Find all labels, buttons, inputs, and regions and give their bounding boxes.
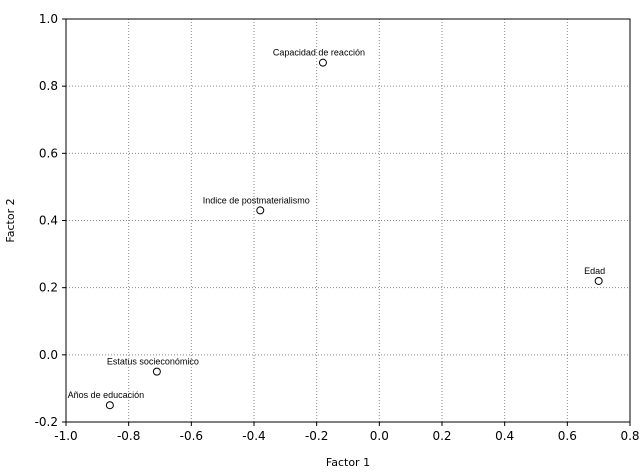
y-tick-label: 0.6 [39,146,58,160]
y-tick-label: -0.2 [35,415,58,429]
y-axis-ticks: -0.2 0.0 0.2 0.4 0.6 0.8 1.0 [35,12,66,429]
data-point-marker [256,206,265,215]
x-tick-label: -0.4 [242,429,265,443]
x-tick-label: -0.8 [117,429,140,443]
x-tick-label: 0.6 [558,429,577,443]
x-axis-ticks: -1.0 -0.8 -0.6 -0.4 -0.2 0.0 0.2 0.4 0.6 0.8 [54,422,640,443]
grid-layer [66,19,630,422]
x-tick-label: 0.8 [620,429,639,443]
data-point-label: Edad [584,266,605,276]
x-tick-label: -0.2 [305,429,328,443]
data-point-label: Indice de postmaterialismo [203,195,310,205]
data-point-label: Años de educación [68,390,145,400]
y-tick-label: 1.0 [39,12,58,26]
data-point-marker [318,58,327,67]
data-point-marker [152,367,161,376]
data-point-label: Capacidad de reacción [273,48,365,58]
data-point-marker [105,401,114,410]
x-tick-label: 0.4 [495,429,514,443]
y-tick-label: 0.4 [39,214,58,228]
x-tick-label: -1.0 [54,429,77,443]
data-point-marker [594,276,603,285]
y-tick-label: 0.2 [39,281,58,295]
data-points: Capacidad de reacción Indice de postmater… [68,48,605,410]
x-tick-label: 0.0 [370,429,389,443]
x-tick-label: 0.2 [432,429,451,443]
y-tick-label: 0.8 [39,79,58,93]
y-axis-label: Factor 2 [4,198,17,242]
x-axis-label: Factor 1 [326,456,370,469]
data-point-label: Estatus socieconómico [107,357,199,367]
x-tick-label: -0.6 [180,429,203,443]
y-tick-label: 0.0 [39,348,58,362]
